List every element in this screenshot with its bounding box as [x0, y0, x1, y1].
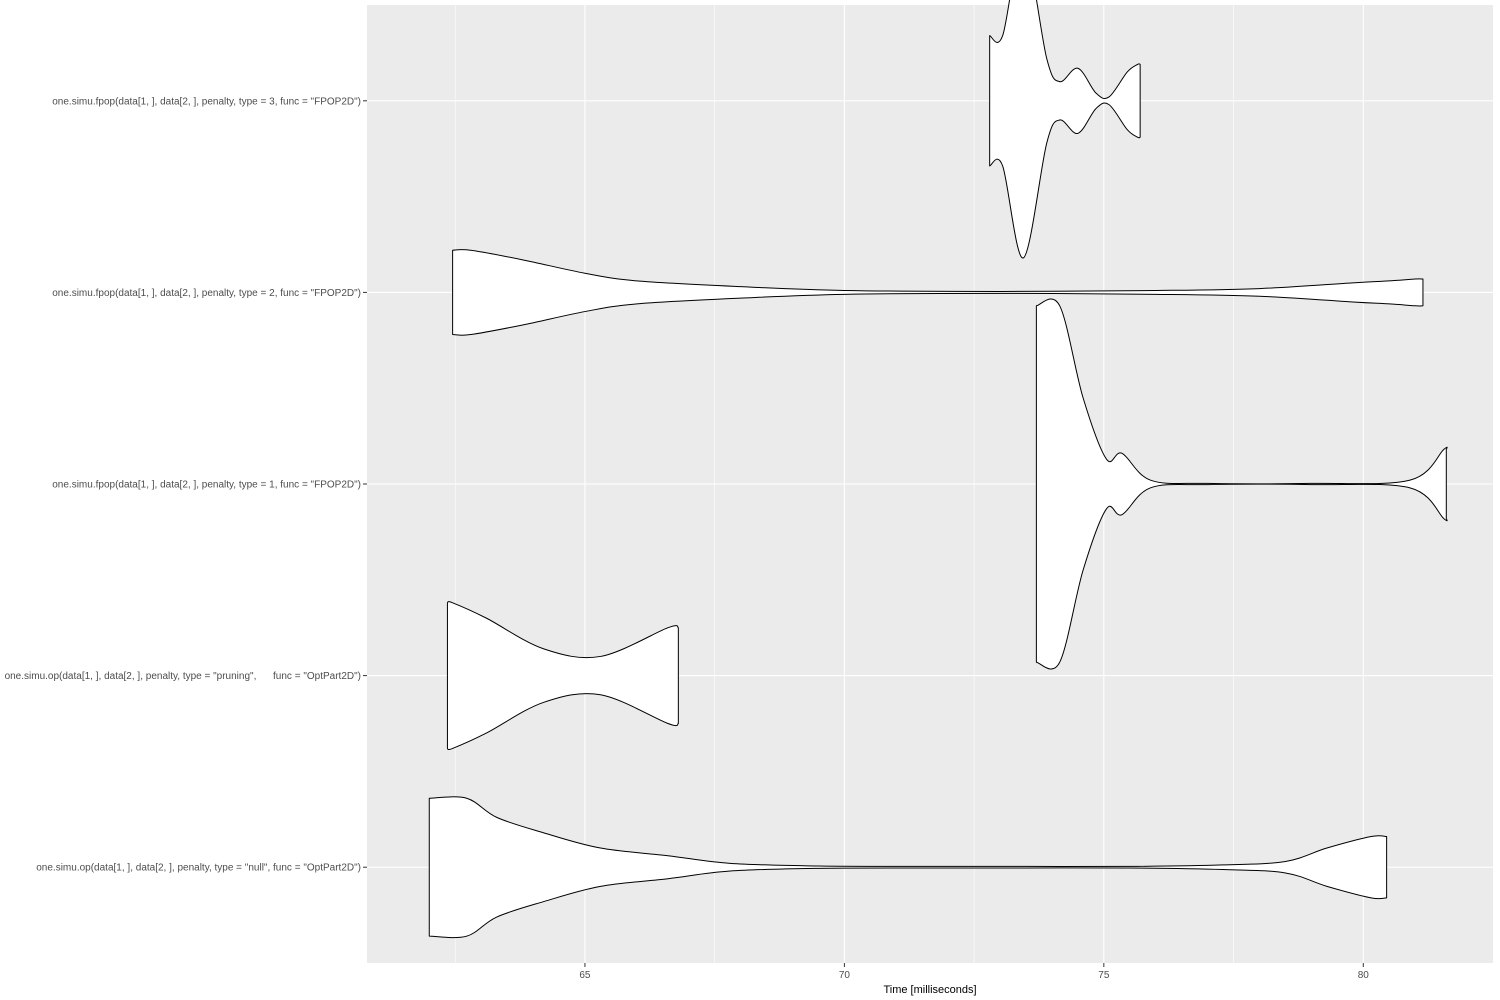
category-label: one.simu.fpop(data[1, ], data[2, ], pena…: [52, 96, 361, 107]
violin: [446, 601, 679, 751]
x-axis-title: Time [milliseconds]: [883, 984, 976, 996]
axis-layer: 65 70 75 80 one.simu.op(data[1, ], data[2, ]…: [5, 96, 1370, 981]
x-tick-label: 75: [1098, 970, 1110, 981]
category-label: one.simu.fpop(data[1, ], data[2, ], pena…: [52, 480, 361, 491]
x-tick-label: 70: [839, 970, 851, 981]
category-label: one.simu.op(data[1, ], data[2, ], penalt…: [36, 863, 361, 874]
x-tick-label: 65: [579, 970, 591, 981]
violin-layer: [428, 0, 1448, 939]
category-label: one.simu.fpop(data[1, ], data[2, ], pena…: [52, 288, 361, 299]
violin: [428, 796, 1388, 939]
violin: [452, 249, 1424, 336]
violin: [1035, 298, 1448, 670]
category-label: one.simu.op(data[1, ], data[2, ], penalt…: [5, 671, 361, 682]
x-tick-label: 80: [1358, 970, 1370, 981]
violin: [989, 0, 1141, 259]
